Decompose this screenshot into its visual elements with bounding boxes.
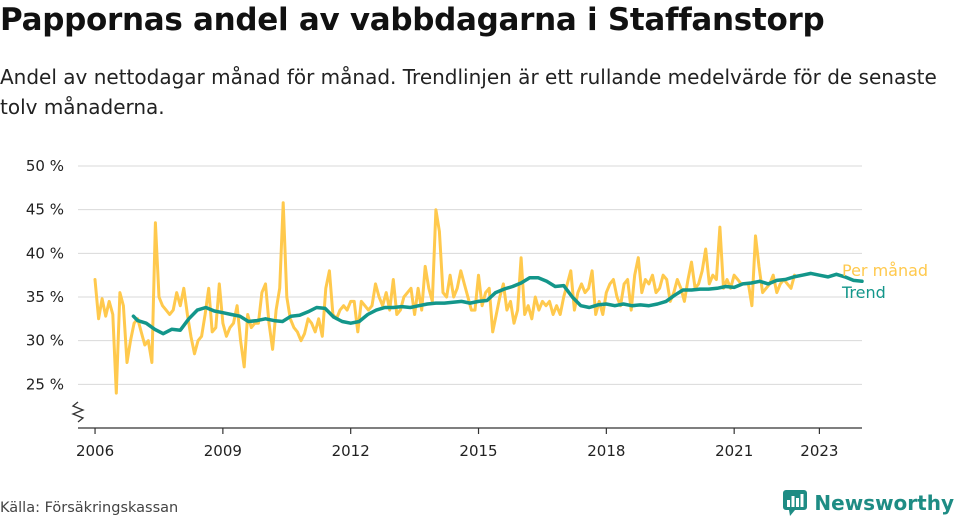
y-tick-label: 45 % [26, 201, 64, 219]
y-tick-label: 50 % [26, 157, 64, 175]
x-axis: 2006 2009 2012 2015 2018 2021 2023 [76, 427, 862, 460]
y-tick-label: 25 % [26, 375, 64, 393]
y-tick-label: 35 % [26, 288, 64, 306]
brand-logo: Newsworthy [782, 489, 954, 517]
legend: Per månad Trend [841, 261, 928, 302]
x-tick-label: 2006 [76, 442, 114, 460]
axis-break-icon [71, 401, 85, 423]
x-tick-label: 2018 [587, 442, 625, 460]
x-tick-label: 2009 [204, 442, 242, 460]
series-line-trend [131, 271, 864, 336]
brand-name: Newsworthy [814, 491, 954, 515]
x-tick-label: 2023 [800, 442, 838, 460]
y-axis: 25 % 30 % 35 % 40 % 45 % 50 % [26, 157, 85, 423]
x-tick-label: 2021 [715, 442, 753, 460]
bar-chart-icon [783, 490, 808, 516]
chart-subtitle: Andel av nettodagar månad för månad. Tre… [0, 65, 937, 119]
series [93, 201, 864, 395]
line-chart: 25 % 30 % 35 % 40 % 45 % 50 % 2006 2009 2012 201… [26, 157, 928, 460]
source-note: Källa: Försäkringskassan [0, 500, 179, 516]
legend-label-trend: Trend [841, 283, 886, 302]
series-line-per-manad [93, 201, 796, 395]
x-tick-label: 2015 [459, 442, 497, 460]
legend-label-per-manad: Per månad [842, 261, 928, 280]
x-tick-label: 2012 [332, 442, 370, 460]
y-tick-label: 30 % [26, 332, 64, 350]
chart-title: Pappornas andel av vabbdagarna i Staffan… [0, 2, 825, 38]
y-tick-label: 40 % [26, 244, 64, 262]
